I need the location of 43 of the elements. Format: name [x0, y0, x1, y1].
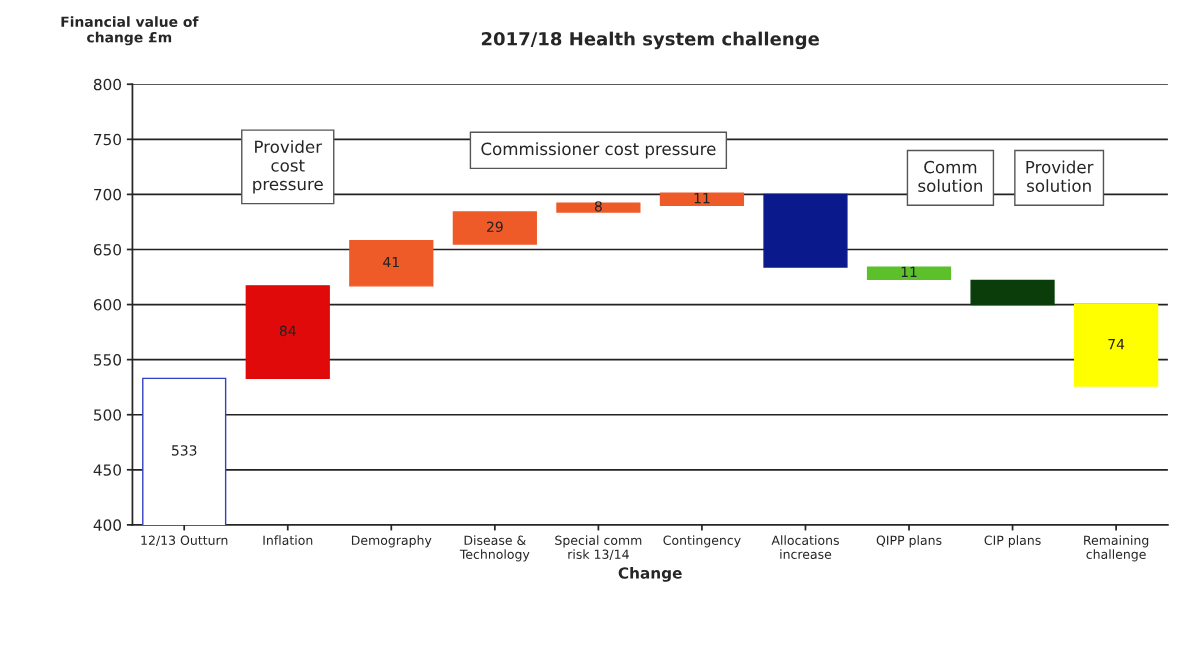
x-tick-label: Remaining challenge	[1084, 535, 1149, 562]
x-tick-label: Demography	[351, 535, 432, 548]
data-label: 533	[172, 445, 197, 456]
annotation: Comm solution	[918, 160, 983, 193]
annotation: Provider cost pressure	[253, 140, 323, 194]
y-tick-label: 800	[93, 78, 122, 91]
data-label: 11	[901, 266, 917, 277]
data-label: 74	[1108, 339, 1125, 350]
y-tick-label: 500	[94, 409, 122, 421]
y-tick-label: 650	[93, 243, 122, 256]
x-tick-label: Special comm risk 13/14	[555, 535, 642, 560]
annotation: Commissioner cost pressure	[481, 142, 716, 159]
y-tick-label: 450	[93, 464, 122, 476]
bar	[452, 211, 537, 245]
bar	[866, 266, 952, 280]
chart-title: 2017/18 Health system challenge	[481, 31, 819, 50]
bar	[763, 193, 848, 268]
y-tick-label: 550	[94, 354, 122, 366]
y-axis-title: Financial value of change £m	[61, 16, 199, 46]
y-tick-label: 700	[94, 188, 122, 201]
bar	[970, 279, 1055, 306]
bar	[349, 239, 434, 287]
x-tick-label: CIP plans	[984, 535, 1041, 548]
y-tick-label: 750	[94, 133, 122, 146]
bar	[245, 285, 330, 380]
data-label: 29	[487, 221, 503, 233]
annotation: Provider solution	[1026, 160, 1094, 193]
y-tick-label: 400	[93, 519, 122, 531]
y-tick-label: 600	[93, 299, 122, 311]
x-tick-label: QIPP plans	[876, 535, 942, 548]
data-label: 84	[279, 325, 296, 337]
data-label: 11	[694, 193, 710, 204]
x-tick-label: Inflation	[263, 535, 313, 545]
bar	[1073, 303, 1159, 387]
x-tick-label: Allocations increase	[771, 535, 839, 559]
x-axis-title: Change	[618, 566, 682, 582]
x-tick-label: Disease & Technology	[459, 535, 530, 562]
x-tick-label: Contingency	[663, 535, 741, 548]
data-label: 41	[383, 256, 399, 268]
data-label: 8	[594, 201, 602, 212]
x-tick-label: 12/13 Outturn	[141, 535, 228, 546]
bar	[556, 202, 641, 213]
bar	[659, 192, 745, 207]
